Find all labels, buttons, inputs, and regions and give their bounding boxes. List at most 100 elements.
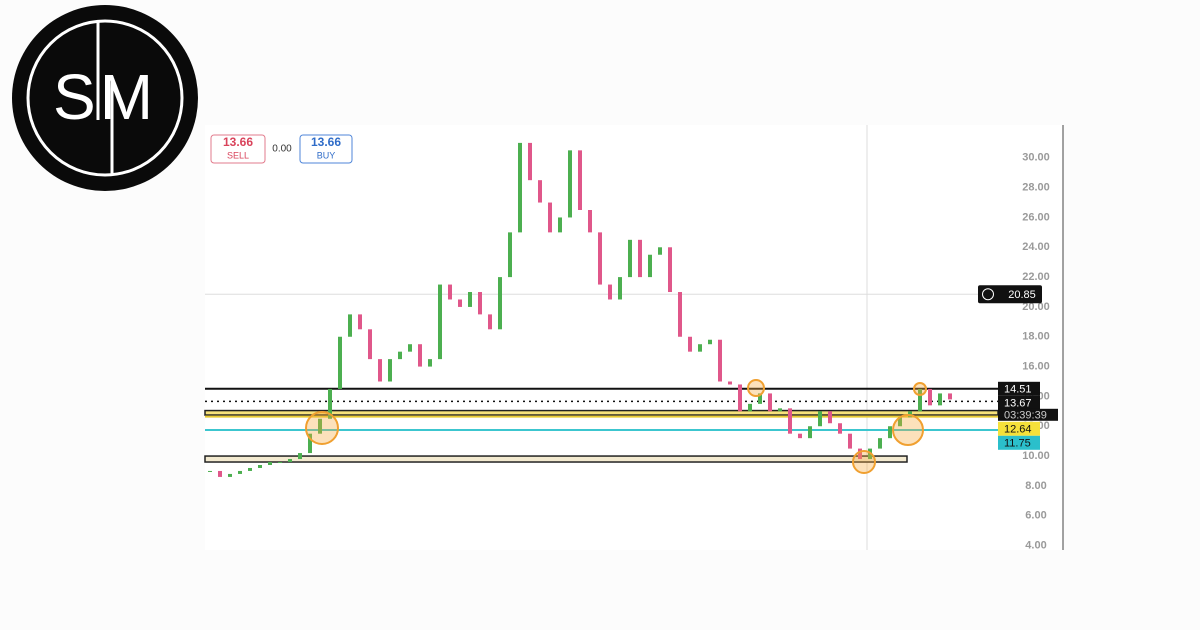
- logo-disc: [12, 5, 198, 191]
- candle: [278, 462, 282, 464]
- candle: [708, 339, 712, 345]
- price-tag: [998, 381, 1040, 396]
- y-tick-label: 26.00: [1022, 211, 1050, 223]
- candle: [648, 254, 652, 278]
- candle: [808, 426, 812, 439]
- annotation-circle: [747, 379, 765, 397]
- candle: [288, 459, 292, 463]
- candle: [728, 381, 732, 385]
- candle: [378, 359, 382, 382]
- candle: [258, 465, 262, 468]
- candle: [408, 344, 412, 352]
- candle: [628, 239, 632, 278]
- candle: [398, 351, 402, 360]
- candle: [218, 470, 222, 477]
- candle: [778, 408, 782, 412]
- countdown-label: 03:39:39: [1004, 410, 1047, 422]
- y-tick-label: 16.00: [1022, 360, 1050, 372]
- candle: [568, 150, 572, 218]
- y-tick-label: 30.00: [1022, 152, 1050, 164]
- annotation-circle: [892, 414, 924, 446]
- candle: [268, 462, 272, 465]
- buy-price: 13.66: [311, 135, 341, 149]
- candle: [948, 393, 952, 400]
- crosshair-tag: [978, 285, 1042, 304]
- sell-price: 13.66: [223, 135, 253, 149]
- logo-ring: [26, 19, 184, 177]
- candle: [848, 433, 852, 449]
- candle: [608, 284, 612, 300]
- y-tick-label: 10.00: [1022, 450, 1050, 462]
- candle: [328, 388, 332, 419]
- price-tag-label: 13.67: [1004, 398, 1032, 410]
- candle: [668, 247, 672, 293]
- candle: [248, 467, 252, 471]
- candle: [688, 336, 692, 352]
- candle: [528, 142, 532, 181]
- candle: [308, 433, 312, 454]
- candle: [838, 423, 842, 434]
- crosshair-label: 20.85: [1008, 289, 1036, 301]
- price-tag-label: 14.51: [1004, 384, 1032, 396]
- logo-text: SM: [53, 61, 157, 133]
- price-tag-label: 11.75: [1004, 438, 1031, 450]
- candle: [208, 470, 212, 472]
- chart-area: [205, 125, 1063, 550]
- candle: [338, 336, 342, 389]
- candle: [228, 473, 232, 477]
- candle: [358, 314, 362, 330]
- candle: [658, 247, 662, 255]
- candle: [548, 202, 552, 233]
- candle: [718, 339, 722, 382]
- price-tag: [998, 435, 1040, 450]
- candle: [388, 359, 392, 382]
- candle: [238, 470, 242, 474]
- annotations: [305, 379, 927, 474]
- candle: [878, 438, 882, 449]
- candle: [578, 150, 582, 210]
- candle: [748, 403, 752, 412]
- candle: [678, 292, 682, 337]
- candle: [538, 180, 542, 203]
- candle: [298, 453, 302, 460]
- candle: [468, 292, 472, 307]
- y-tick-label: 6.00: [1025, 510, 1046, 522]
- candle: [508, 232, 512, 278]
- price-tag: [998, 395, 1040, 410]
- candle: [558, 217, 562, 233]
- candle: [828, 411, 832, 424]
- candle: [898, 417, 902, 427]
- spread: 0.00: [272, 144, 292, 155]
- candle: [588, 210, 592, 233]
- candle: [888, 426, 892, 439]
- countdown-tag: [998, 408, 1058, 421]
- sell-label: SELL: [227, 150, 249, 160]
- price-tag-label: 12.64: [1004, 424, 1032, 436]
- candle: [418, 344, 422, 367]
- y-tick-label: 24.00: [1022, 241, 1050, 253]
- y-tick-label: 8.00: [1025, 480, 1046, 492]
- candle: [438, 284, 442, 360]
- candle: [618, 277, 622, 300]
- candle: [598, 232, 602, 285]
- logo: SM: [12, 5, 198, 191]
- candle: [498, 277, 502, 330]
- candle: [318, 418, 322, 434]
- candle: [798, 433, 802, 439]
- buy-button[interactable]: [299, 134, 353, 164]
- candle: [858, 448, 862, 460]
- sell-button[interactable]: [210, 134, 266, 164]
- candle: [758, 393, 762, 404]
- order-panel: 13.66 SELL 0.00 13.66 BUY: [210, 134, 353, 164]
- plot: 4.006.008.0010.0012.0014.0016.0018.0020.…: [204, 142, 1050, 551]
- y-tick-label: 28.00: [1022, 182, 1050, 194]
- crosshair-icon: [982, 288, 994, 301]
- candle: [428, 359, 432, 367]
- annotation-circle: [852, 450, 876, 474]
- annotation-circle: [913, 382, 927, 396]
- candle: [518, 142, 522, 233]
- price-tag: [998, 421, 1040, 436]
